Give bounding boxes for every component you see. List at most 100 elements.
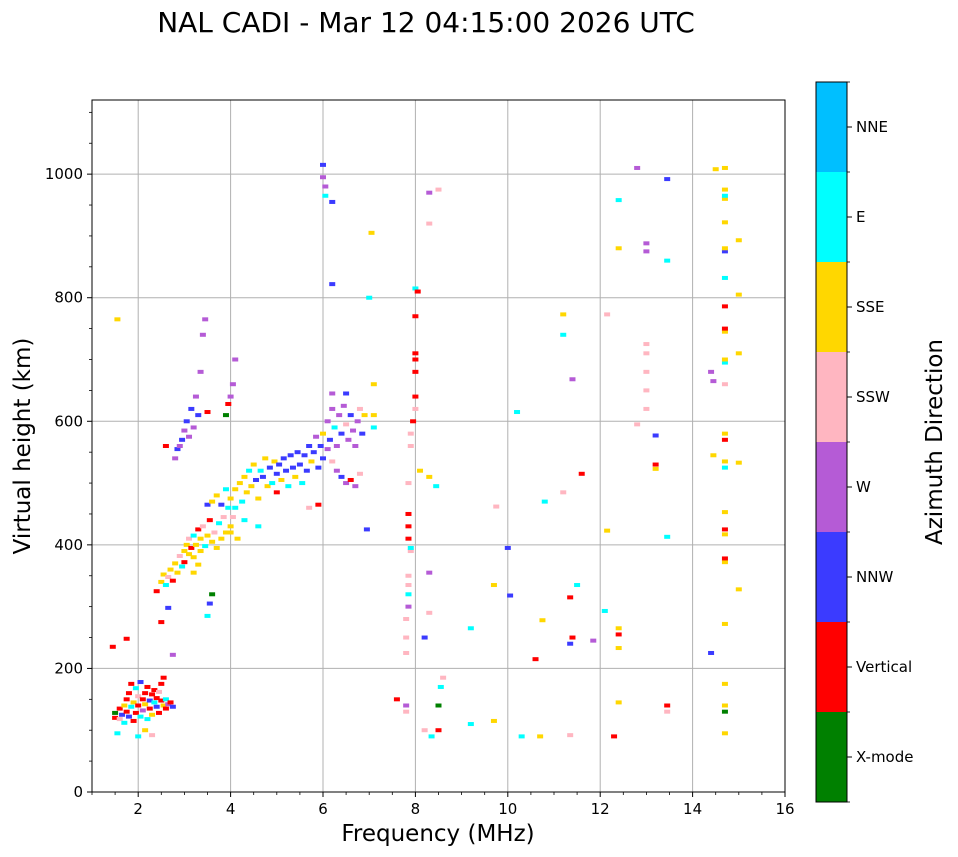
data-point	[236, 481, 243, 486]
data-point	[329, 282, 336, 287]
data-point	[132, 686, 139, 691]
data-point	[721, 681, 728, 686]
data-point	[137, 714, 144, 719]
data-point	[721, 731, 728, 736]
data-point	[721, 220, 728, 225]
data-point	[243, 490, 250, 495]
data-point	[643, 369, 650, 374]
data-point	[467, 722, 474, 727]
data-point	[493, 504, 500, 509]
data-point	[222, 530, 229, 535]
data-point	[721, 459, 728, 464]
colorbar-label: Azimuth Direction	[922, 339, 948, 545]
data-point	[735, 292, 742, 297]
data-point	[721, 196, 728, 201]
data-point	[179, 564, 186, 569]
data-point	[306, 444, 313, 448]
data-point	[721, 246, 728, 251]
colorbar-segment	[816, 712, 847, 802]
data-point	[664, 177, 671, 182]
data-point	[721, 560, 728, 565]
data-point	[405, 511, 412, 516]
colorbar-segment	[816, 442, 847, 532]
data-point	[188, 406, 195, 411]
data-point	[255, 524, 262, 529]
data-point	[176, 553, 183, 558]
data-point	[405, 592, 412, 597]
x-tick-label: 4	[226, 800, 236, 818]
data-point	[273, 490, 280, 495]
data-point	[121, 720, 128, 725]
data-point	[195, 562, 202, 567]
data-point	[320, 456, 326, 461]
data-point	[262, 456, 269, 461]
data-point	[440, 675, 447, 680]
data-point	[287, 453, 294, 458]
data-point	[144, 717, 151, 722]
data-point	[116, 706, 123, 711]
data-point	[615, 700, 622, 705]
data-point	[167, 700, 174, 705]
colorbar-segment	[816, 352, 847, 442]
data-point	[721, 193, 728, 198]
data-point	[615, 246, 622, 251]
data-point	[232, 487, 239, 492]
data-point	[142, 728, 149, 733]
data-point	[162, 697, 169, 702]
colorbar-tick-label: Vertical	[856, 658, 912, 676]
data-point	[153, 696, 160, 701]
grid-lines	[92, 100, 786, 792]
data-point	[567, 733, 574, 738]
data-point	[190, 570, 197, 575]
data-point	[135, 694, 142, 699]
data-point	[435, 728, 442, 733]
data-point	[532, 657, 539, 662]
data-point	[721, 532, 728, 537]
data-point	[206, 518, 213, 523]
colorbar-segment	[816, 622, 847, 712]
data-point	[181, 549, 188, 554]
data-point	[567, 595, 574, 600]
data-point	[560, 312, 567, 317]
data-point	[343, 481, 350, 486]
colorbar-segment	[816, 82, 847, 172]
y-tick-label: 800	[54, 289, 83, 307]
data-point	[490, 583, 497, 588]
data-point	[643, 351, 650, 356]
data-point	[643, 342, 650, 347]
colorbar-tick-label: W	[856, 478, 871, 496]
data-point	[664, 534, 671, 539]
data-point	[186, 536, 193, 541]
data-point	[130, 700, 137, 705]
data-point	[721, 465, 728, 470]
data-point	[190, 425, 197, 430]
data-point	[721, 329, 728, 334]
data-point	[155, 710, 162, 715]
data-point	[721, 437, 728, 442]
data-point	[199, 524, 206, 529]
data-point	[197, 369, 204, 374]
data-point	[114, 731, 121, 736]
y-tick-label: 0	[73, 783, 83, 801]
data-point	[336, 413, 343, 418]
data-point	[169, 578, 176, 583]
data-point	[735, 460, 742, 465]
colorbar-segment	[816, 532, 847, 622]
data-point	[359, 431, 366, 436]
data-point	[202, 544, 209, 549]
data-point	[514, 410, 521, 415]
data-point	[195, 527, 202, 532]
data-point	[329, 459, 336, 464]
data-point	[172, 456, 179, 461]
data-point	[264, 484, 271, 489]
data-point	[590, 638, 597, 643]
data-point	[315, 502, 322, 507]
data-point	[179, 437, 186, 442]
data-point	[135, 703, 142, 708]
data-point	[229, 515, 236, 520]
data-point	[301, 453, 308, 458]
data-point	[721, 527, 728, 532]
data-point	[257, 468, 264, 473]
data-point	[652, 433, 659, 438]
data-point	[209, 539, 216, 544]
